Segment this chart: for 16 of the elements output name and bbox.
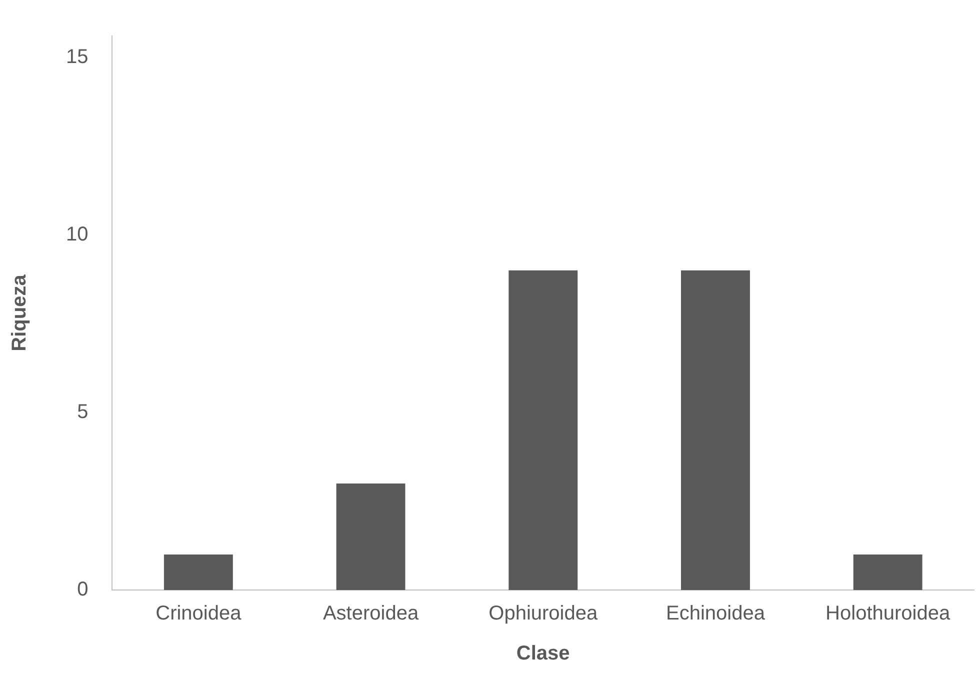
bar	[164, 554, 233, 590]
x-tick-label: Holothuroidea	[826, 602, 951, 625]
bar	[681, 270, 750, 590]
x-axis-title: Clase	[516, 642, 570, 665]
x-tick-label: Ophiuroidea	[488, 602, 598, 625]
y-tick-label: 15	[66, 46, 88, 68]
y-tick-label: 10	[66, 223, 88, 246]
bar	[853, 554, 922, 590]
y-axis-title: Riqueza	[8, 274, 31, 352]
x-tick-label: Echinoidea	[666, 602, 766, 625]
y-tick-label: 0	[77, 578, 88, 601]
x-tick-label: Crinoidea	[156, 602, 242, 625]
x-tick-label: Asteroidea	[322, 602, 420, 625]
bar	[336, 483, 406, 590]
y-tick-label: 5	[77, 400, 88, 423]
bar	[508, 270, 578, 590]
